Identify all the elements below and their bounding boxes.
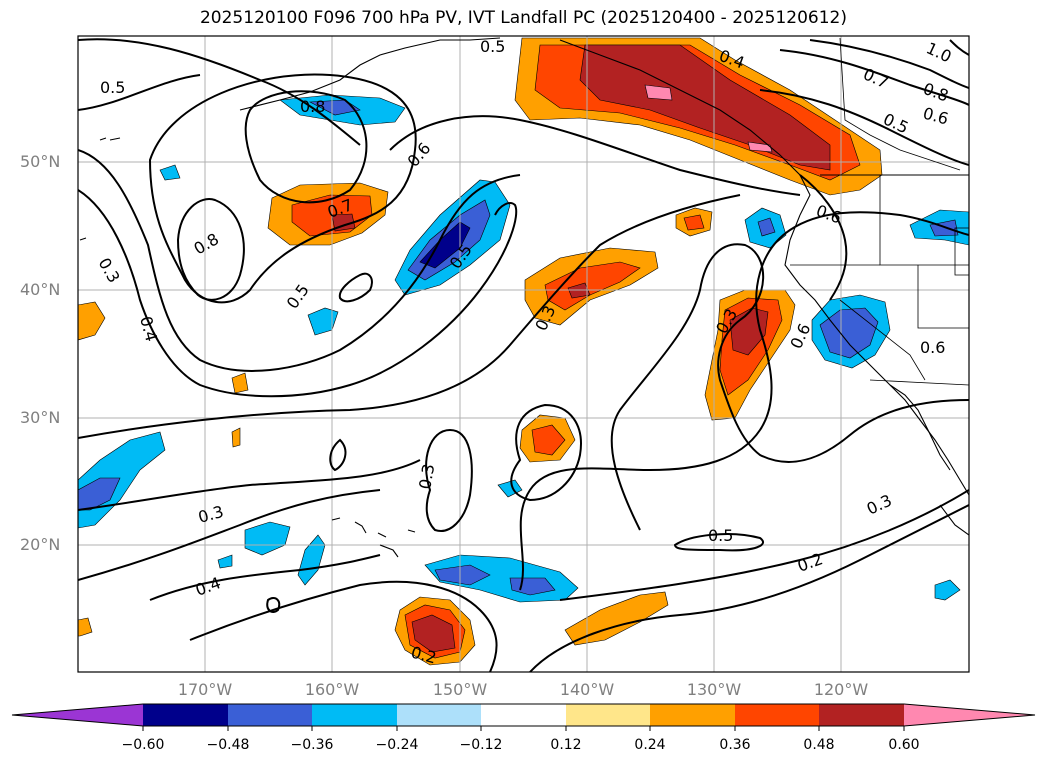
colorbar-segment [735, 704, 819, 726]
map-plot-area: 0.5 0.4 1.0 0.7 0.8 0.6 0.5 0.5 0.8 0.6 … [78, 36, 969, 672]
contour-label: 0.5 [708, 526, 733, 545]
colorbar-segment [566, 704, 650, 726]
negative-anomaly-west [78, 431, 166, 529]
colorbar-tick-label: 0.36 [719, 737, 751, 753]
colorbar-segment [397, 704, 481, 726]
lat-label: 30°N [20, 408, 61, 427]
contour-label: 0.3 [864, 491, 895, 519]
contour-label: 0.8 [921, 79, 951, 106]
colorbar-segment [143, 704, 228, 726]
colorbar-tick-label: 0.60 [888, 737, 920, 753]
contour-label: 0.8 [300, 97, 325, 116]
colorbar-under-arrow [12, 704, 143, 726]
colorbar-segment [819, 704, 904, 726]
contour-label: 0.6 [404, 139, 435, 171]
contour-label: 0.8 [191, 229, 223, 258]
contour-label: 1.0 [923, 38, 954, 66]
colorbar-segment [650, 704, 735, 726]
lon-label: 130°W [686, 680, 742, 699]
colorbar-tick-label: −0.24 [375, 737, 419, 753]
lat-label: 50°N [20, 152, 61, 171]
hawaiian-islands [331, 517, 416, 558]
lon-label: 160°W [304, 680, 360, 699]
lat-label: 20°N [20, 535, 61, 554]
map-frame [77, 35, 970, 673]
colorbar-tick-label: −0.48 [206, 737, 250, 753]
contour-label: 0.3 [95, 255, 124, 287]
lon-label: 120°W [813, 680, 869, 699]
colorbar-segment [481, 704, 566, 726]
contour-label: 0.2 [795, 549, 825, 576]
contour-label: 0.3 [415, 462, 438, 490]
colorbar-tick-label: 0.24 [634, 737, 666, 753]
colorbar-tick-label: −0.36 [290, 737, 334, 753]
lon-label: 150°W [432, 680, 488, 699]
north-america-west-coast [784, 214, 969, 496]
contour-label: 0.5 [283, 281, 313, 313]
colorbar-tick-label: 0.12 [550, 737, 582, 753]
contour-label: 0.5 [100, 78, 125, 97]
map-title: 2025120100 F096 700 hPa PV, IVT Landfall… [199, 8, 847, 28]
colorbar-tick-label: −0.60 [121, 737, 165, 753]
lon-label: 140°W [559, 680, 615, 699]
colorbar [11, 703, 1036, 731]
contour-label: 0.4 [193, 573, 223, 600]
contour-label: 0.6 [920, 338, 945, 357]
contour-label: 0.4 [136, 314, 161, 344]
coastlines [79, 37, 969, 558]
contour-label: 0.5 [880, 109, 911, 137]
colorbar-segment [228, 704, 312, 726]
baja-california [889, 384, 951, 471]
colorbar-tick-label: −0.12 [459, 737, 503, 753]
pv-contours [78, 38, 969, 672]
contour-label: 0.5 [480, 37, 505, 56]
colorbar-segment [312, 704, 397, 726]
lat-label: 40°N [20, 280, 61, 299]
contour-label: 0.3 [196, 502, 226, 527]
colorbar-over-arrow [904, 704, 1035, 726]
shaded-anomalies [78, 37, 969, 666]
colorbar-tick-label: 0.48 [803, 737, 835, 753]
contour-label: 0.6 [921, 104, 951, 129]
lon-label: 170°W [177, 680, 233, 699]
